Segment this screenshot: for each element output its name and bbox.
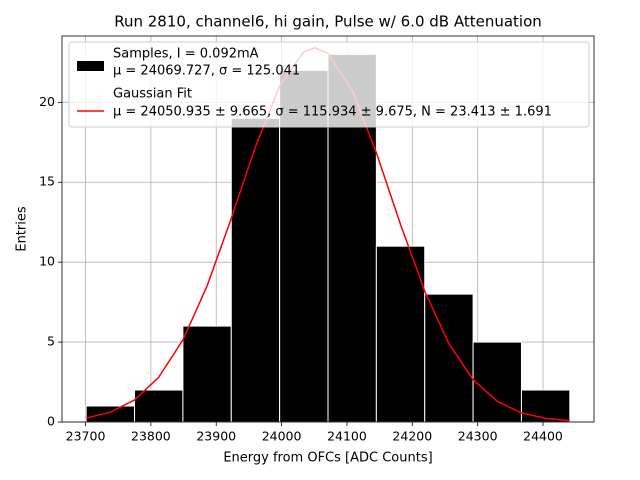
legend-label: Gaussian Fit	[113, 87, 192, 102]
axes-frame	[61, 35, 595, 423]
legend-label: μ = 24050.935 ± 9.665, σ = 115.934 ± 9.6…	[113, 105, 552, 120]
x-tick-label: 24000	[262, 429, 302, 444]
bar	[85, 405, 136, 423]
x-tick-label: 24200	[392, 429, 432, 444]
x-tick-label: 24100	[327, 429, 367, 444]
x-tick-label: 23700	[66, 429, 106, 444]
y-axis-label: Entries	[15, 206, 30, 252]
bar	[134, 389, 184, 423]
x-axis-label: Energy from OFCs [ADC Counts]	[223, 451, 432, 466]
bar	[279, 69, 329, 423]
legend-swatch	[77, 61, 104, 71]
x-tick-label: 23900	[196, 429, 236, 444]
y-tick-label: 0	[47, 414, 55, 429]
y-tick-label: 10	[39, 254, 55, 269]
chart-title: Run 2810, channel6, hi gain, Pulse w/ 6.…	[114, 13, 542, 31]
y-tick-label: 20	[39, 94, 55, 109]
legend-label: Samples, I = 0.092mA	[113, 47, 259, 62]
legend: Samples, I = 0.092mA μ = 24069.727, σ = 1…	[68, 41, 590, 128]
x-tick-label: 24300	[458, 429, 498, 444]
bar	[375, 245, 426, 423]
y-tick-label: 15	[39, 174, 55, 189]
x-tick-label: 24400	[523, 429, 563, 444]
legend-label: μ = 24069.727, σ = 125.041	[113, 64, 300, 79]
bar	[424, 293, 474, 423]
bar	[230, 117, 281, 423]
bar	[182, 325, 232, 423]
y-tick-label: 5	[47, 334, 55, 349]
bar	[520, 389, 571, 423]
x-tick-label: 23800	[131, 429, 171, 444]
legend-box	[68, 41, 590, 128]
